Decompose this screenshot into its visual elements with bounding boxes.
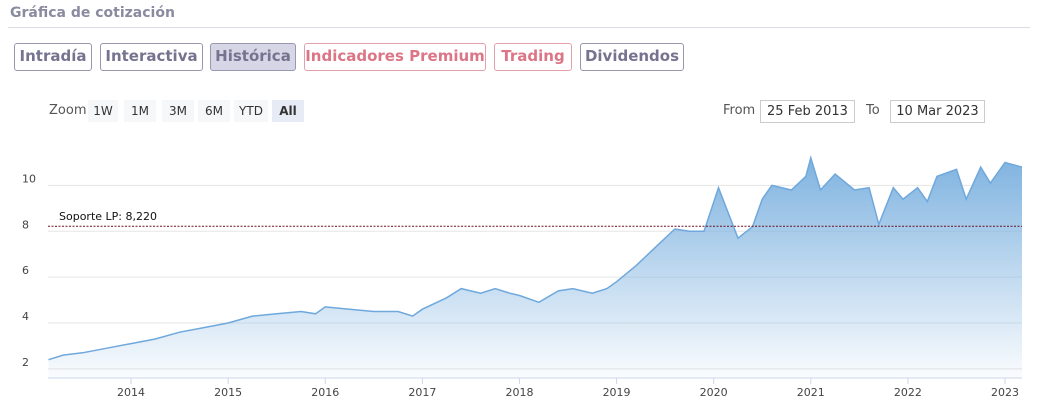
- from-input[interactable]: 25 Feb 2013: [760, 100, 855, 123]
- x-tick-label: 2016: [311, 386, 339, 399]
- x-tick-label: 2017: [408, 386, 436, 399]
- y-tick-label: 2: [22, 356, 29, 369]
- zoom-button[interactable]: 3M: [162, 100, 194, 122]
- zoom-button[interactable]: YTD: [234, 100, 268, 122]
- zoom-button[interactable]: 6M: [198, 100, 230, 122]
- widget-title: Gráfica de cotización: [10, 5, 175, 21]
- zoom-label: Zoom: [49, 103, 87, 118]
- zoom-button[interactable]: 1W: [88, 100, 118, 122]
- zoom-button[interactable]: All: [272, 100, 304, 122]
- tab[interactable]: Intradía: [14, 43, 92, 71]
- support-label: Soporte LP: 8,220: [59, 210, 157, 223]
- x-tick-label: 2014: [117, 386, 145, 399]
- zoom-button[interactable]: 1M: [124, 100, 156, 122]
- line: [48, 155, 1023, 361]
- area: [48, 157, 1023, 378]
- to-input[interactable]: 10 Mar 2023: [890, 100, 985, 123]
- y-tick-label: 4: [22, 310, 29, 323]
- x-tick-label: 2018: [505, 386, 533, 399]
- y-tick-label: 10: [22, 172, 36, 185]
- x-tick-label: 2022: [894, 386, 922, 399]
- tab[interactable]: Histórica: [210, 43, 296, 71]
- y-tick-label: 8: [22, 218, 29, 231]
- to-label: To: [866, 103, 880, 118]
- tab[interactable]: Trading: [494, 43, 572, 71]
- x-tick-label: 2023: [991, 386, 1019, 399]
- from-label: From: [723, 103, 756, 118]
- y-tick-label: 6: [22, 264, 29, 277]
- divider: [8, 27, 1030, 28]
- tab[interactable]: Dividendos: [580, 43, 684, 71]
- tab[interactable]: Indicadores Premium: [304, 43, 486, 71]
- x-tick-label: 2015: [214, 386, 242, 399]
- x-tick-label: 2020: [700, 386, 728, 399]
- x-tick-label: 2021: [797, 386, 825, 399]
- x-tick-label: 2019: [603, 386, 631, 399]
- tab[interactable]: Interactiva: [100, 43, 203, 71]
